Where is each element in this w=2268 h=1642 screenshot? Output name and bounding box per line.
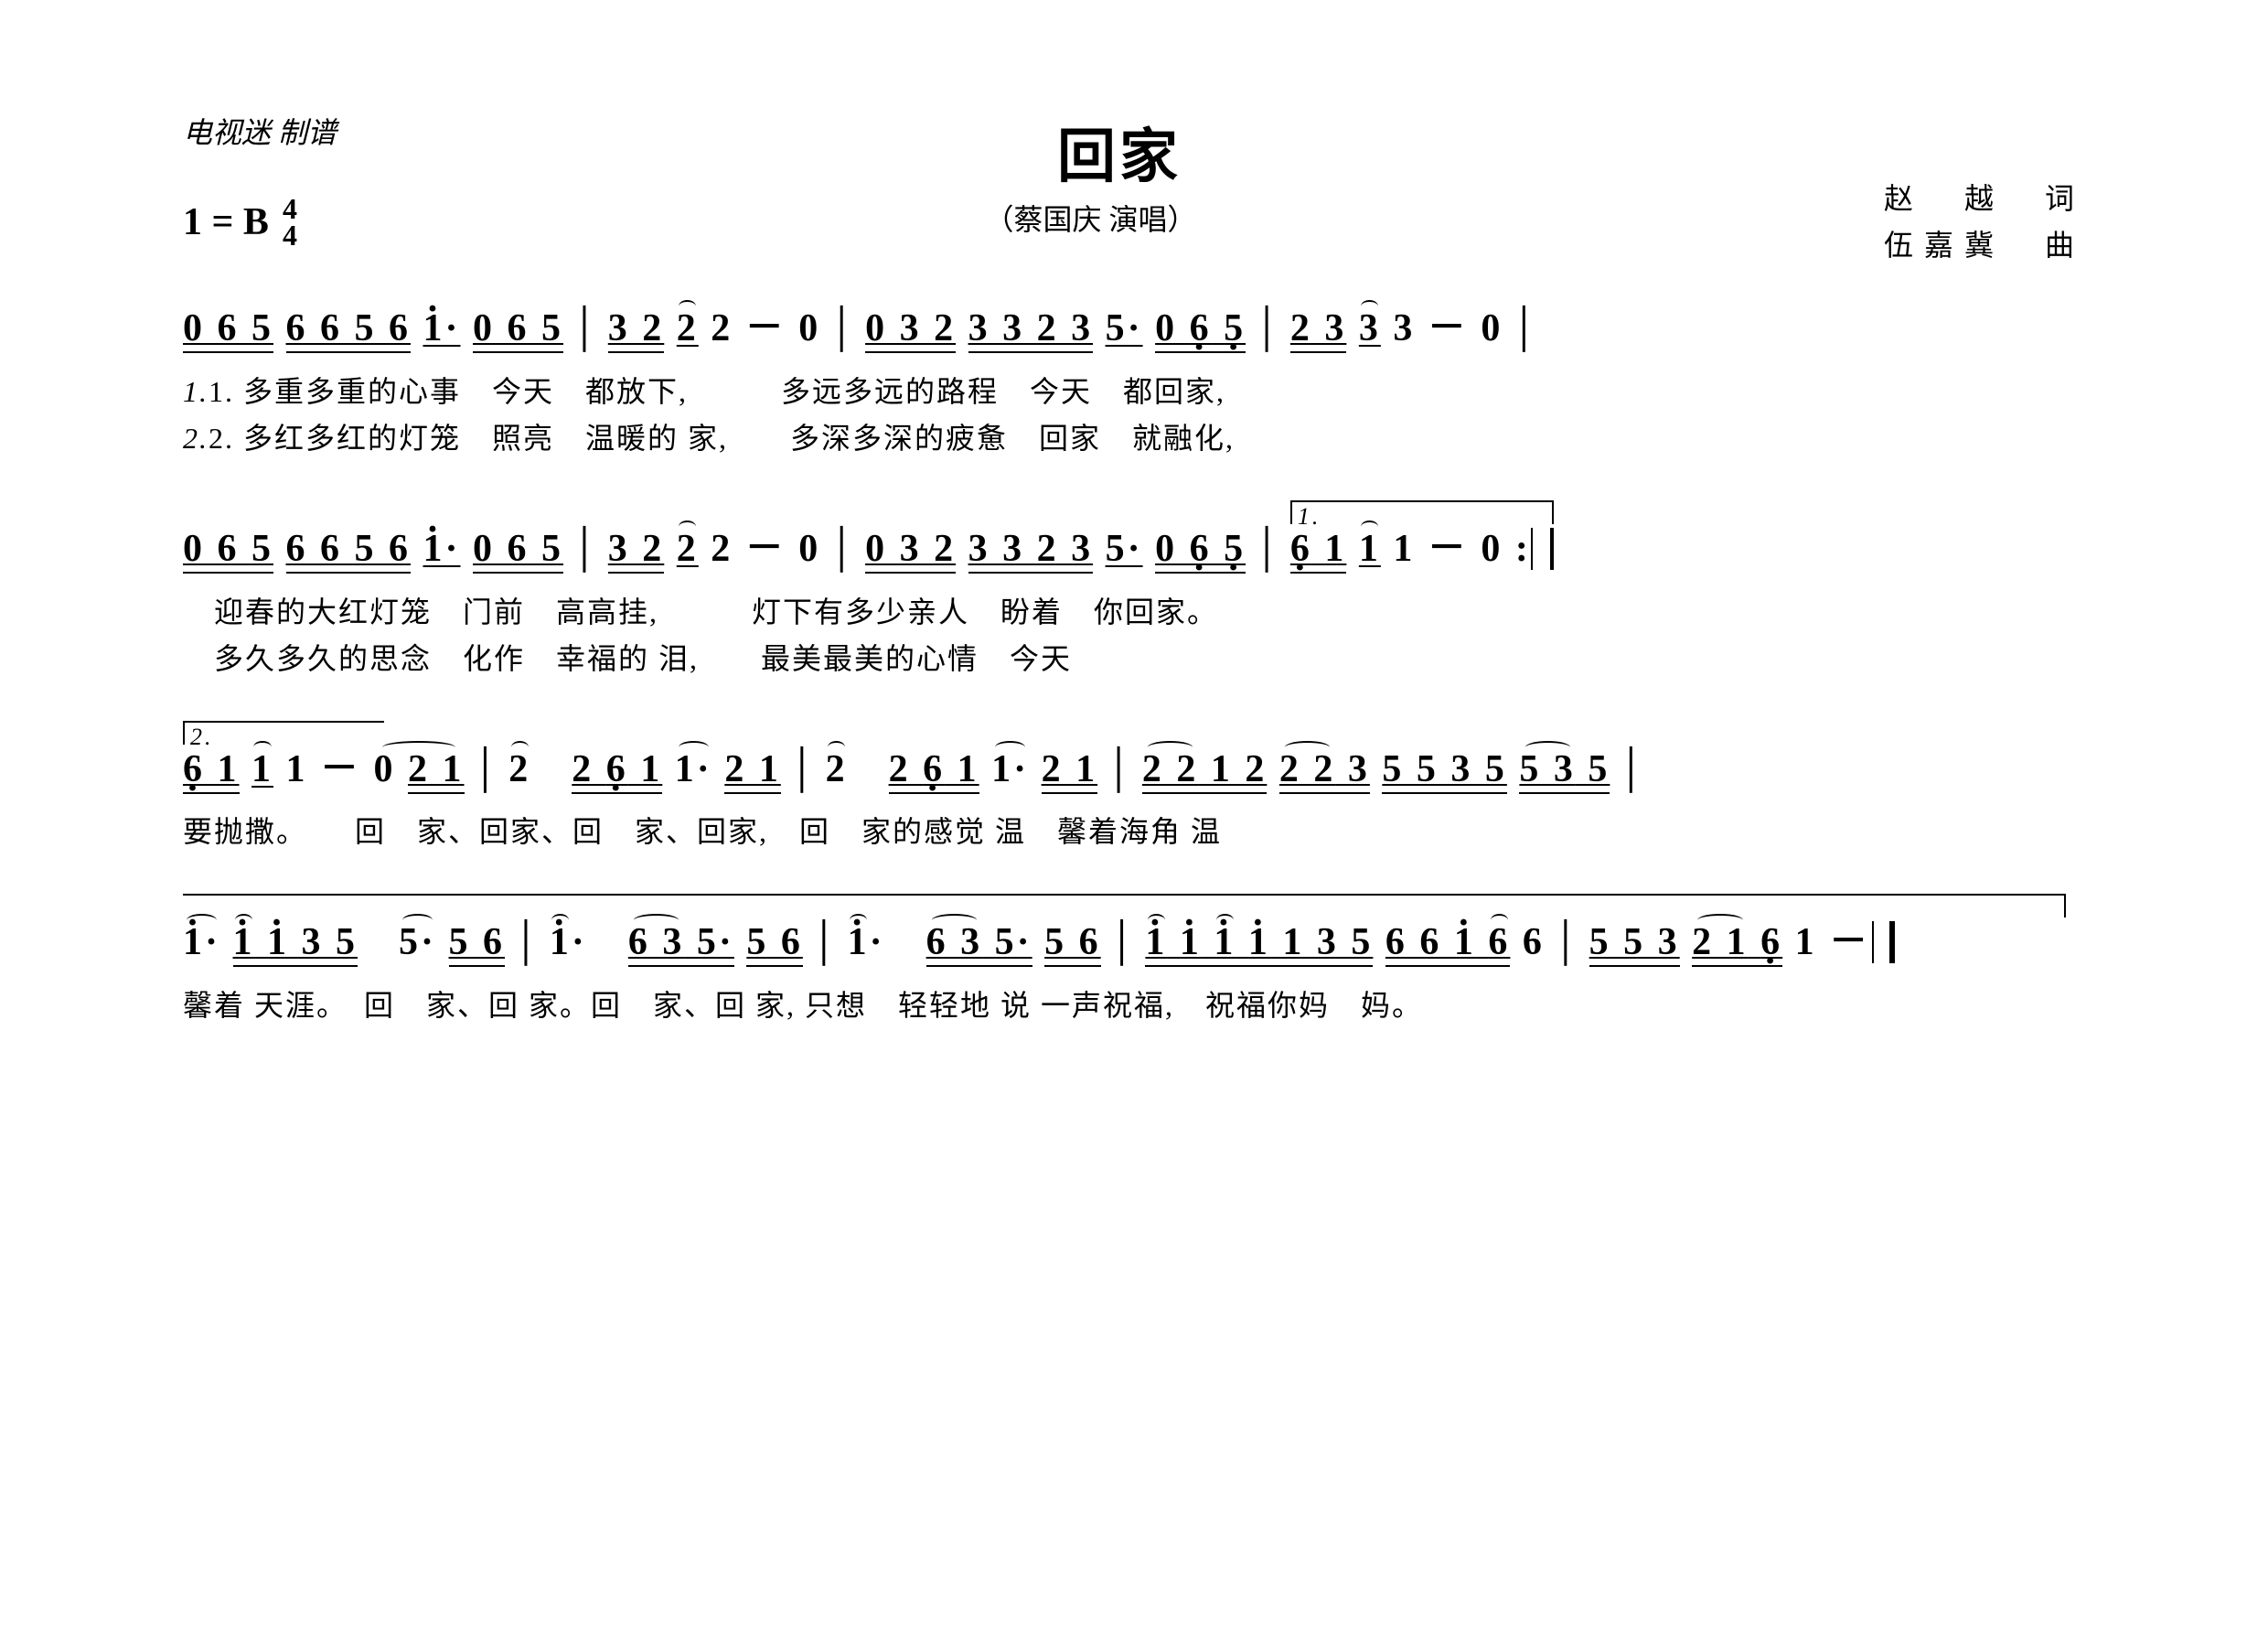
- credits: 赵 越 词 伍嘉冀 曲: [1884, 176, 2085, 269]
- lyric-line-2: 2.2. 多红多红的灯笼 照亮 温暖的 家, 多深多深的疲惫 回家 就融化,: [183, 415, 2085, 462]
- lyric-line-1: 馨着 天涯。 回 家、回 家。回 家、回 家, 只想 轻轻地 说 一声祝福, 祝…: [183, 982, 2085, 1029]
- time-denominator: 4: [283, 222, 297, 249]
- system-1: 0 6 5 6 6 5 6 1· 0 6 5│3 2 2 2 － 0│0 3 2…: [183, 306, 2085, 462]
- lyric-line-2: 多久多久的思念 化作 幸福的 泪, 最美最美的心情 今天: [183, 636, 2085, 682]
- song-title: 回家: [337, 110, 1902, 194]
- key-signature: 1 = B 4 4: [183, 196, 297, 249]
- key-text: 1 = B: [183, 200, 269, 244]
- lyric-line-1: 1.1. 多重多重的心事 今天 都放下, 多远多远的路程 今天 都回家,: [183, 369, 2085, 415]
- lyric-text: 要抛撒。 回 家、回家、回 家、回家, 回 家的感觉 温 馨着海角 温: [183, 815, 1222, 848]
- system-4: 1· 1 1 3 5 5· 5 6│1· 6 3 5· 5 6│1· 6 3 5…: [183, 919, 2085, 1029]
- time-signature: 4 4: [283, 196, 297, 249]
- notation-line: 0 6 5 6 6 5 6 1· 0 6 5│3 2 2 2 － 0│0 3 2…: [183, 526, 2085, 572]
- lyric-line-1: 要抛撒。 回 家、回家、回 家、回家, 回 家的感觉 温 馨着海角 温: [183, 809, 2085, 855]
- lyricist: 赵 越 词: [1884, 176, 2085, 222]
- notation-line: 2.6 1 1 1 － 0 2 1│2 2 6 1 1· 2 1│2 2 6 1…: [183, 746, 2085, 792]
- notation-line: 1· 1 1 3 5 5· 5 6│1· 6 3 5· 5 6│1· 6 3 5…: [183, 919, 2085, 965]
- performer: （蔡国庆 演唱）: [297, 197, 1884, 239]
- notation-line: 0 6 5 6 6 5 6 1· 0 6 5│3 2 2 2 － 0│0 3 2…: [183, 306, 2085, 351]
- lyric-line-1: 迎春的大红灯笼 门前 高高挂, 灯下有多少亲人 盼着 你回家。: [183, 589, 2085, 636]
- lyric-text: 2. 多红多红的灯笼 照亮 温暖的 家, 多深多深的疲惫 回家 就融化,: [209, 422, 1235, 455]
- transcriber-credit: 电视迷 制谱: [183, 110, 337, 152]
- lyric-text: 1. 多重多重的心事 今天 都放下, 多远多远的路程 今天 都回家,: [209, 375, 1225, 408]
- composer: 伍嘉冀 曲: [1884, 222, 2085, 269]
- system-2: 0 6 5 6 6 5 6 1· 0 6 5│3 2 2 2 － 0│0 3 2…: [183, 526, 2085, 682]
- lyric-text: 多久多久的思念 化作 幸福的 泪, 最美最美的心情 今天: [183, 642, 1072, 675]
- lyric-text: 迎春的大红灯笼 门前 高高挂, 灯下有多少亲人 盼着 你回家。: [183, 596, 1218, 628]
- system-3: 2.6 1 1 1 － 0 2 1│2 2 6 1 1· 2 1│2 2 6 1…: [183, 746, 2085, 856]
- lyric-text: 馨着 天涯。 回 家、回 家。回 家、回 家, 只想 轻轻地 说 一声祝福, 祝…: [183, 989, 1423, 1022]
